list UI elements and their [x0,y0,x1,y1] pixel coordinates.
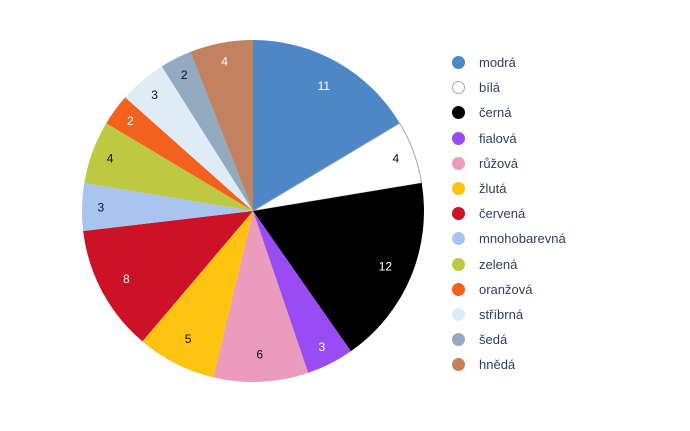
pie-slice-zelená[interactable] [84,123,253,211]
slice-value-label: 11 [318,79,331,93]
legend: modrá bílá černá fialová růžová žlutá červená m… [452,50,566,377]
legend-label: hnědá [479,357,516,373]
pie-slice-růžová[interactable] [213,211,309,382]
pie-slice-šedá[interactable] [161,51,253,211]
legend-item-hnědá[interactable]: hnědá [452,352,566,377]
legend-swatch-icon [452,358,465,372]
pie-slice-černá[interactable] [253,183,424,352]
legend-label: oranžová [479,281,533,297]
legend-swatch-icon [452,282,465,296]
legend-swatch-icon [452,156,465,170]
legend-swatch-icon [452,307,465,321]
slice-value-label: 8 [123,272,130,286]
legend-swatch-icon [452,106,465,120]
legend-item-fialová[interactable]: fialová [452,126,566,151]
legend-item-červená[interactable]: červená [452,201,566,226]
slice-value-label: 2 [127,114,134,128]
slice-value-label: 5 [185,332,192,346]
legend-item-bílá[interactable]: bílá [452,75,566,100]
legend-label: růžová [479,155,519,171]
legend-item-černá[interactable]: černá [452,100,566,125]
pie-slice-bílá[interactable] [252,122,423,212]
legend-item-modrá[interactable]: modrá [452,50,566,75]
pie-slice-hnědá[interactable] [190,40,253,211]
pie-slice-červená[interactable] [83,211,253,342]
legend-swatch-icon [452,257,465,271]
legend-item-růžová[interactable]: růžová [452,151,566,176]
legend-label: zelená [479,256,518,272]
slice-value-label: 4 [393,152,400,166]
pie-slice-modrá[interactable] [253,40,400,211]
legend-swatch-icon [452,81,465,95]
slice-value-label: 3 [318,340,325,354]
pie-slice-fialová[interactable] [253,211,351,373]
slice-value-label: 6 [256,348,263,362]
slice-value-label: 3 [98,200,105,214]
slice-value-label: 4 [107,152,114,166]
legend-swatch-icon [452,333,465,347]
legend-item-mnohobarevná[interactable]: mnohobarevná [452,226,566,251]
slice-value-label: 4 [221,55,228,69]
slice-value-label: 2 [181,68,188,82]
legend-label: bílá [479,80,500,96]
legend-swatch-icon [452,131,465,145]
legend-item-žlutá[interactable]: žlutá [452,176,566,201]
legend-label: červená [479,206,526,222]
slice-value-label: 12 [379,260,393,274]
legend-label: fialová [479,130,517,146]
legend-swatch-icon [452,207,465,221]
legend-label: černá [479,105,512,121]
legend-item-stříbrná[interactable]: stříbrná [452,302,566,327]
legend-label: stříbrná [479,306,524,322]
pie-slice-stříbrná[interactable] [125,66,253,211]
legend-swatch-icon [452,56,465,70]
legend-label: šedá [479,332,508,348]
legend-label: žlutá [479,181,507,197]
legend-label: mnohobarevná [479,231,566,247]
legend-item-oranžová[interactable]: oranžová [452,277,566,302]
legend-item-šedá[interactable]: šedá [452,327,566,352]
pie-slice-žlutá[interactable] [142,211,253,378]
pie-slice-oranžová[interactable] [106,97,253,211]
legend-label: modrá [479,55,516,71]
legend-swatch-icon [452,232,465,246]
legend-item-zelená[interactable]: zelená [452,252,566,277]
slice-value-label: 3 [151,88,158,102]
pie-slice-mnohobarevná[interactable] [81,183,253,231]
legend-swatch-icon [452,182,465,196]
